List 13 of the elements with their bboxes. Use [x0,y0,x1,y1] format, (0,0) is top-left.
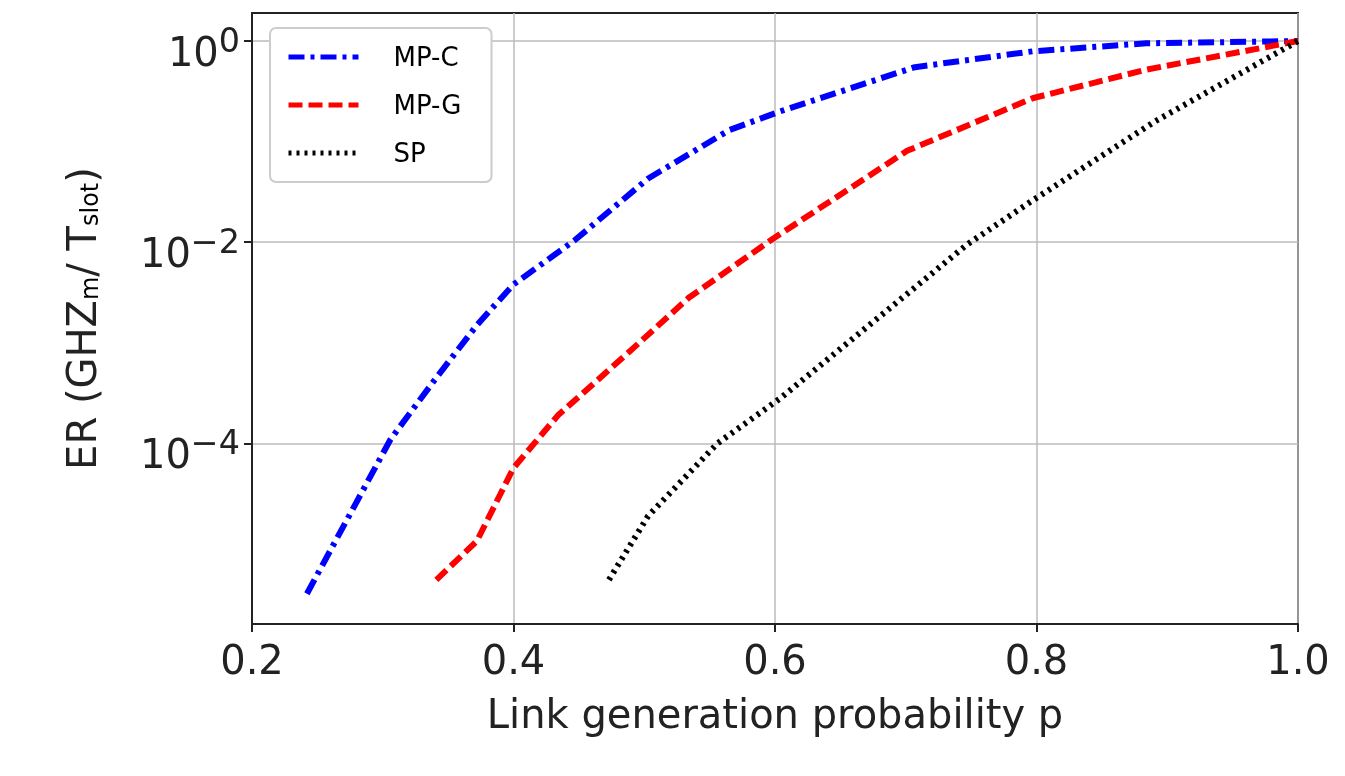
legend-label: MP-G [393,90,462,120]
x-tick-label: 0.2 [220,637,284,683]
x-tick-label: 0.6 [743,637,807,683]
y-axis-title: ER (GHZm/ Tslot) [59,167,105,470]
legend-label: SP [393,138,426,168]
x-tick-label: 0.8 [1004,637,1069,683]
y-tick-label: 10$^{−4}$ [139,422,240,480]
y-tick-label: 10$^{0}$ [167,20,240,78]
legend-label: MP-C [393,42,459,72]
x-tick-label: 1.0 [1266,637,1330,683]
x-axis-title: Link generation probability p [486,691,1064,737]
y-tick-label: 10$^{−2}$ [139,221,240,279]
x-tick-label: 0.4 [481,637,546,683]
